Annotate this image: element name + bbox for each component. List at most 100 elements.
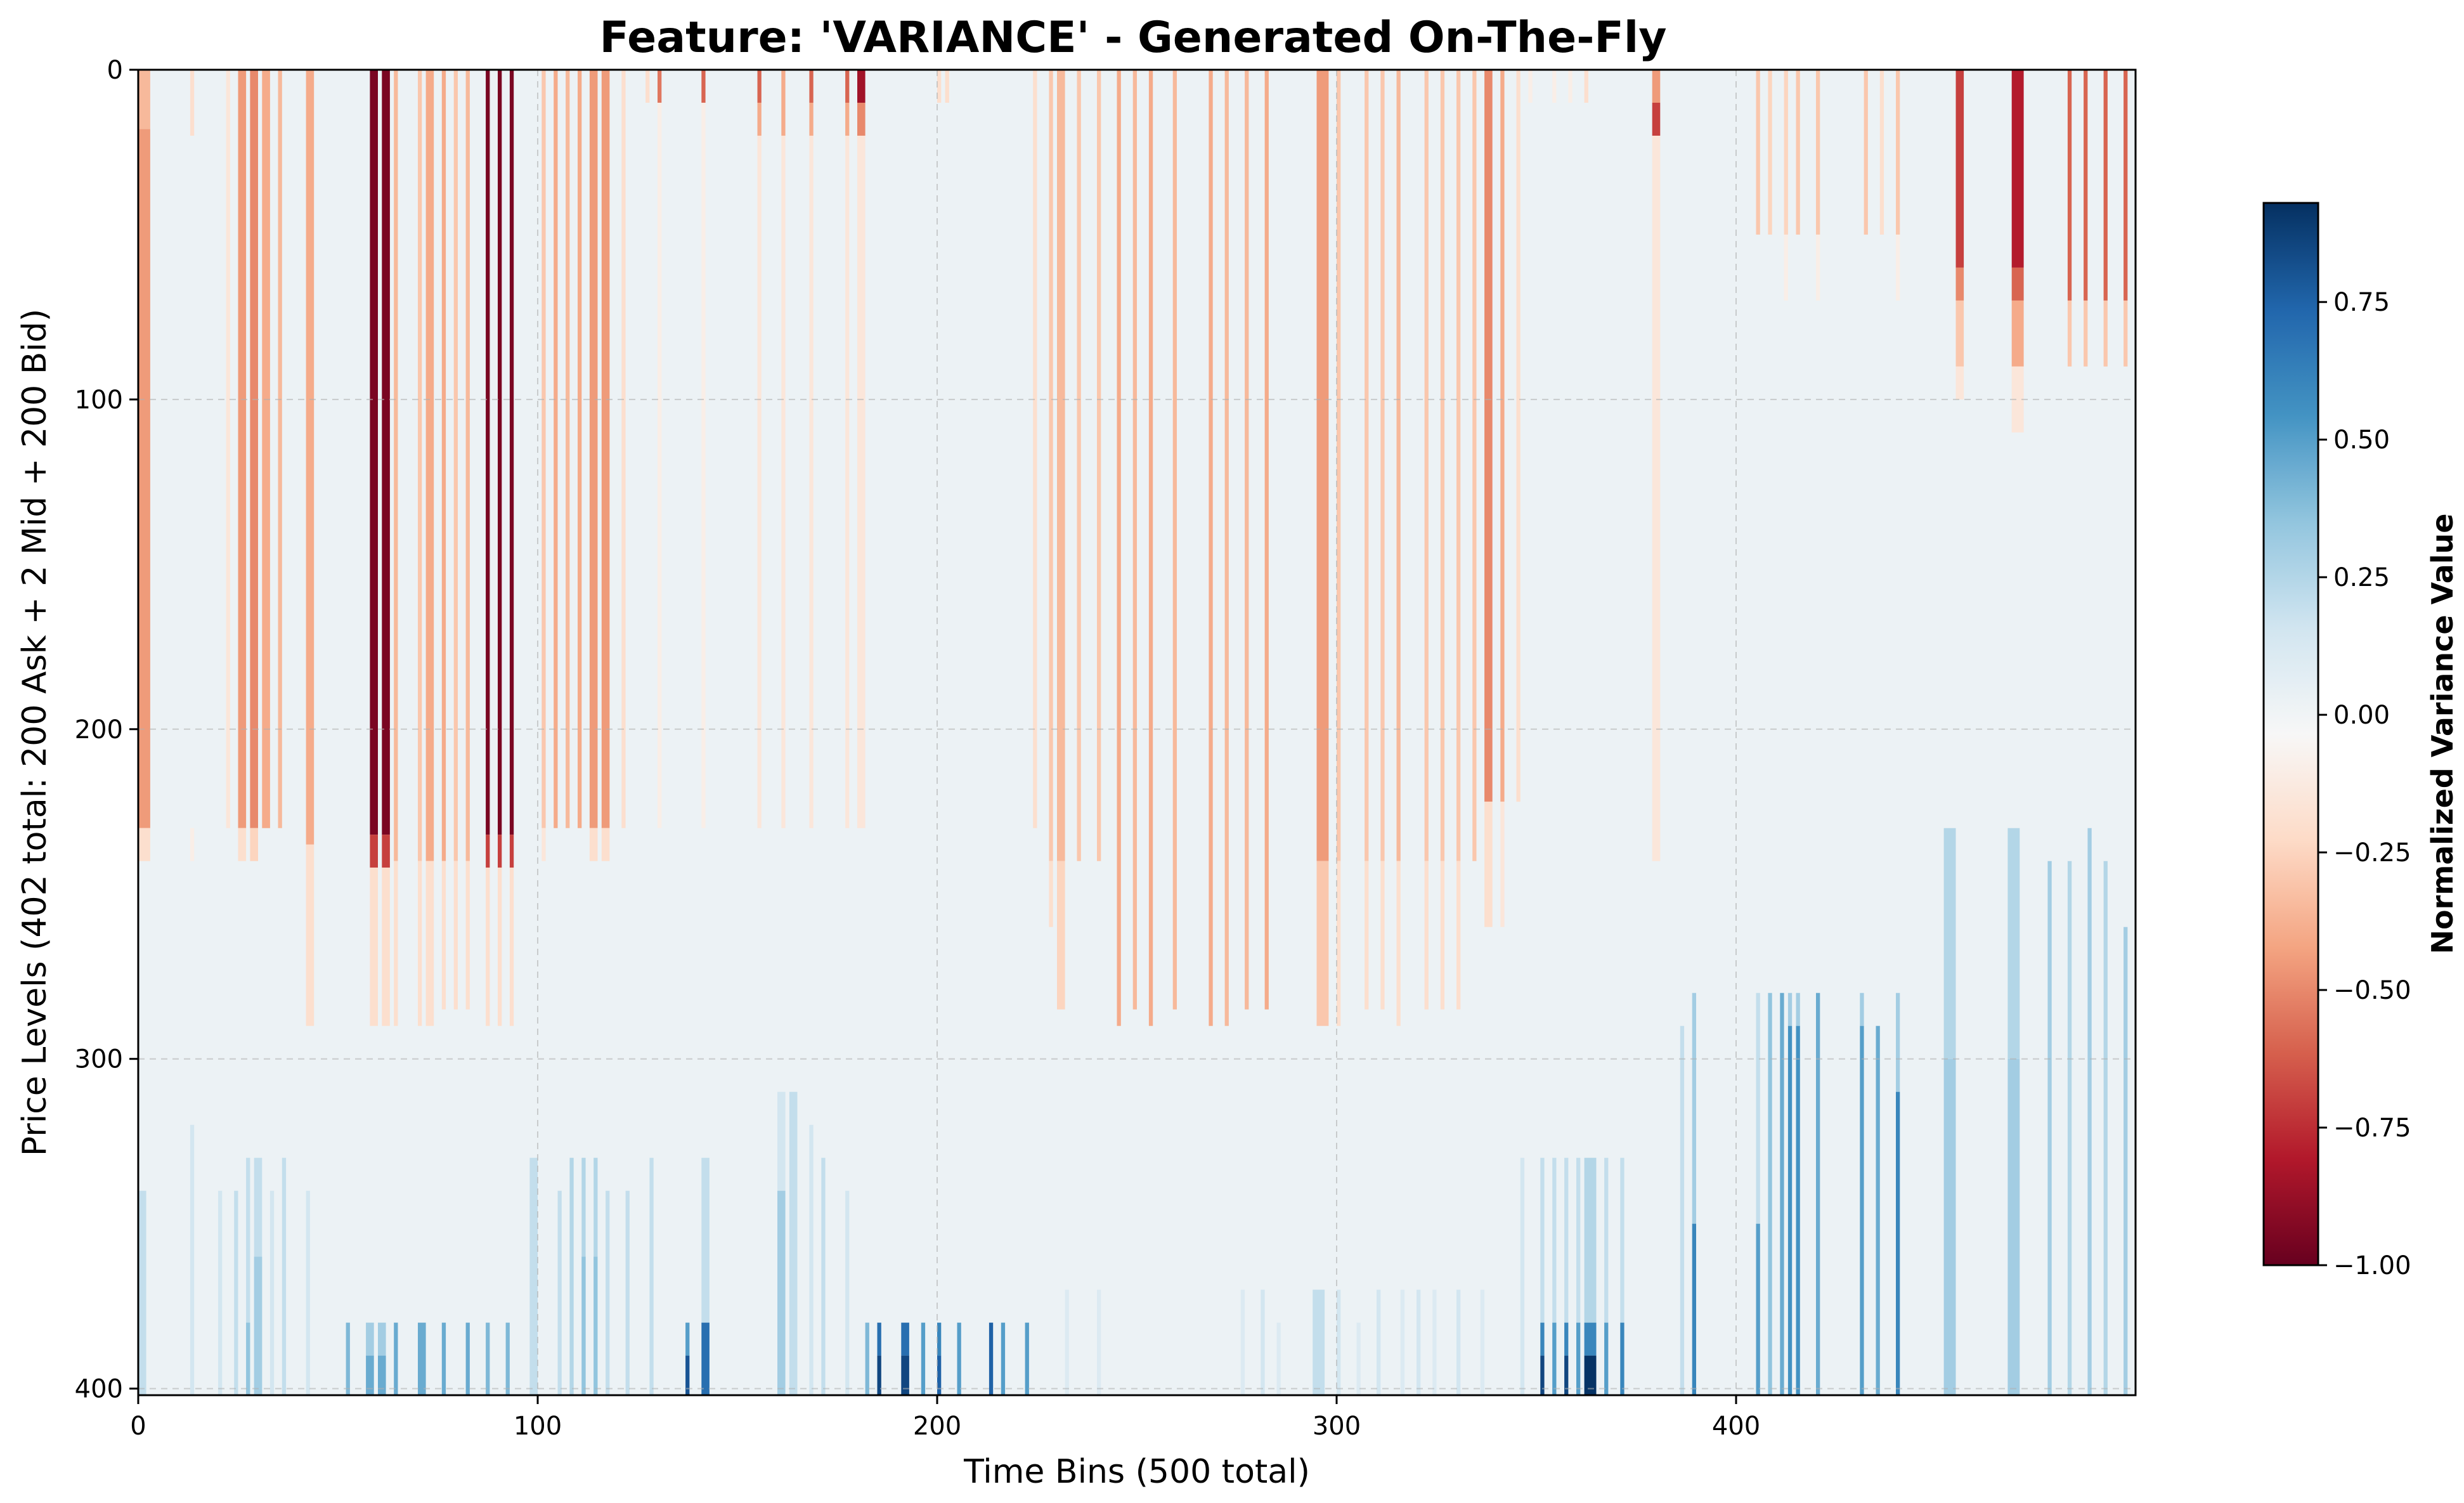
ask-variance-cell xyxy=(2124,70,2128,301)
colorbar: 0.75 0.50 0.25 0.00 −0.25 −0.50 −0.75 −1.00 Nor… xyxy=(2262,202,2460,1280)
bid-variance-cell xyxy=(1276,1322,1281,1395)
bid-variance-cell xyxy=(1896,992,1900,1092)
ask-variance-cell xyxy=(1049,861,1053,927)
ask-variance-cell xyxy=(1955,366,1964,400)
ask-variance-cell xyxy=(2011,366,2024,433)
bid-variance-cell xyxy=(2007,828,2020,1059)
bid-variance-cell xyxy=(569,1157,574,1395)
chart-title: Feature: 'VARIANCE' - Generated On-The-F… xyxy=(599,13,1666,63)
ask-variance-cell xyxy=(1396,70,1401,861)
bid-variance-cell xyxy=(1564,1157,1569,1323)
bid-variance-cell xyxy=(218,1190,223,1395)
ask-variance-cell xyxy=(394,861,398,1026)
bid-variance-cell xyxy=(366,1322,374,1356)
ask-variance-cell xyxy=(1440,861,1445,1010)
colorbar-ticks: 0.75 0.50 0.25 0.00 −0.25 −0.50 −0.75 −1.00 xyxy=(2318,288,2411,1280)
ask-variance-cell xyxy=(238,828,247,861)
bid-variance-cell xyxy=(1860,992,1864,1026)
bid-variance-cell xyxy=(1680,1025,1685,1395)
ask-variance-cell xyxy=(509,70,514,835)
bid-variance-cell xyxy=(1816,992,1820,1395)
bid-variance-cell xyxy=(366,1355,374,1395)
bid-variance-cell xyxy=(1552,1322,1557,1395)
ask-variance-cell xyxy=(1816,70,1820,235)
bid-variance-cell xyxy=(378,1322,386,1356)
ask-variance-cell xyxy=(250,70,258,828)
ask-variance-cell xyxy=(1652,135,1661,861)
ask-variance-cell xyxy=(486,868,490,1026)
ask-variance-cell xyxy=(1049,70,1053,861)
ask-variance-cell xyxy=(945,70,949,103)
ask-variance-cell xyxy=(1568,70,1572,103)
bid-variance-cell xyxy=(346,1322,350,1395)
ask-variance-cell xyxy=(1148,70,1153,1026)
ask-variance-cell xyxy=(1484,802,1493,927)
ask-variance-cell xyxy=(509,868,514,1026)
ask-variance-cell xyxy=(382,70,390,835)
ask-variance-cell xyxy=(1816,234,1820,301)
ask-variance-cell xyxy=(1440,70,1445,861)
ask-variance-cell xyxy=(425,861,434,1026)
bid-variance-cell xyxy=(234,1190,238,1395)
bid-variance-cell xyxy=(581,1256,586,1395)
ask-variance-cell xyxy=(306,844,314,1026)
ask-variance-cell xyxy=(190,70,195,136)
ask-variance-cell xyxy=(1337,861,1341,1026)
ask-variance-cell xyxy=(1896,70,1900,235)
bid-variance-cell xyxy=(1787,1025,1793,1395)
bid-variance-cell xyxy=(486,1322,490,1395)
bid-variance-cell xyxy=(1564,1322,1569,1356)
ask-variance-cell xyxy=(2067,300,2072,367)
ask-variance-cell xyxy=(1584,70,1588,103)
ask-variance-cell xyxy=(2067,70,2072,301)
bid-variance-cell xyxy=(246,1157,250,1395)
ask-variance-cell xyxy=(226,70,230,828)
ask-variance-cell xyxy=(382,835,390,868)
ask-variance-cell xyxy=(1456,861,1461,1010)
y-axis-ticks: 0 100 200 300 400 xyxy=(75,56,138,1404)
ask-variance-cell xyxy=(2084,300,2088,367)
ask-variance-cell xyxy=(1316,861,1329,1026)
bid-variance-cell xyxy=(901,1355,909,1395)
x-axis-label: Time Bins (500 total) xyxy=(963,1453,1310,1491)
y-tick-label: 200 xyxy=(75,715,123,745)
bid-variance-cell xyxy=(1540,1157,1545,1323)
x-tick-label: 0 xyxy=(130,1412,146,1441)
ask-variance-cell xyxy=(498,835,502,868)
ask-variance-cell xyxy=(1552,70,1557,103)
colorbar-tick-label: 0.25 xyxy=(2333,563,2390,592)
ask-variance-cell xyxy=(1456,70,1461,861)
bid-variance-cell xyxy=(1756,1223,1760,1395)
ask-variance-cell xyxy=(601,828,610,861)
bid-variance-cell xyxy=(821,1157,826,1395)
bid-variance-cell xyxy=(789,1091,798,1395)
ask-variance-cell xyxy=(601,70,610,828)
bid-variance-cell xyxy=(246,1322,250,1395)
ask-variance-cell xyxy=(486,835,490,868)
bid-variance-cell xyxy=(937,1355,942,1395)
plot-frame xyxy=(137,68,2137,1396)
ask-variance-cell xyxy=(1172,70,1177,1010)
ask-variance-cell xyxy=(1380,861,1385,1010)
bid-variance-cell xyxy=(1313,1289,1325,1395)
bid-variance-cell xyxy=(1692,992,1696,1224)
ask-variance-cell xyxy=(1879,70,1884,235)
ask-variance-cell xyxy=(441,70,446,861)
ask-variance-cell xyxy=(453,861,458,1010)
bid-variance-cell xyxy=(1001,1322,1006,1395)
bid-variance-cell xyxy=(1860,1025,1864,1395)
ask-variance-cell xyxy=(486,70,490,835)
ask-variance-cell xyxy=(418,861,422,1026)
ask-variance-cell xyxy=(370,70,378,835)
ask-variance-cell xyxy=(453,70,458,861)
colorbar-label: Normalized Variance Value xyxy=(2425,514,2460,954)
ask-variance-cell xyxy=(1652,102,1661,136)
ask-variance-cell xyxy=(845,70,850,103)
bid-variance-cell xyxy=(465,1322,470,1395)
ask-variance-cell xyxy=(1784,234,1788,301)
bid-variance-cell xyxy=(701,1322,710,1395)
bid-variance-cell xyxy=(2007,1058,2020,1395)
ask-variance-cell xyxy=(658,70,662,103)
ask-variance-cell xyxy=(1033,70,1037,828)
